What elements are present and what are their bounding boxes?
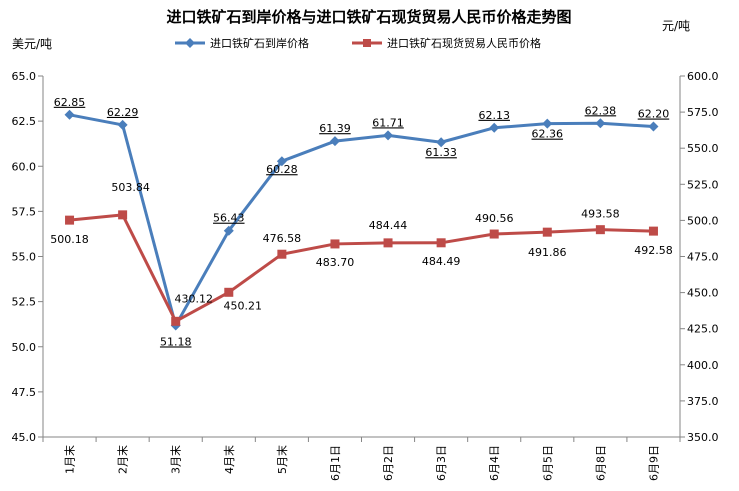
axes	[42, 76, 681, 438]
right-tick-label: 500.0	[687, 214, 719, 227]
right-axis-unit: 元/吨	[662, 19, 690, 33]
category-label: 6月1日	[329, 445, 342, 481]
series-line-0	[69, 113, 654, 327]
data-label: 483.70	[316, 256, 355, 269]
left-tick-label: 60.0	[12, 160, 37, 173]
left-tick-label: 65.0	[12, 70, 37, 83]
right-axis-ticks: 350.0 375.0 400.0 425.0 450.0 475.0 500.0 525.0…	[680, 70, 719, 444]
category-label: 6月9日	[647, 445, 660, 481]
data-label: 493.58	[581, 208, 620, 221]
data-label: 61.39	[319, 122, 351, 135]
data-label: 56.43	[213, 212, 245, 225]
legend-label-rmb: 进口铁矿石现货贸易人民币价格	[387, 36, 541, 50]
data-label: 450.21	[224, 299, 263, 312]
category-label: 3月末	[169, 445, 183, 474]
data-label: 61.71	[372, 116, 404, 129]
category-label: 1月末	[63, 445, 77, 474]
right-tick-label: 375.0	[687, 395, 719, 408]
data-label: 62.29	[107, 106, 139, 119]
data-label: 490.56	[475, 212, 514, 225]
right-tick-label: 525.0	[687, 178, 719, 191]
legend-label-cif: 进口铁矿石到岸价格	[210, 36, 309, 50]
left-axis-ticks: 45.0 47.5 50.0 52.5 55.0 57.5 60.0 62.5 65.0	[12, 70, 43, 444]
legend-marker-cif	[185, 38, 195, 48]
data-label: 500.18	[50, 233, 89, 246]
data-label: 503.84	[111, 181, 150, 194]
right-tick-label: 450.0	[687, 287, 719, 300]
data-label: 484.44	[369, 219, 408, 232]
right-tick-label: 350.0	[687, 431, 719, 444]
series-markers	[64, 109, 659, 331]
category-label: 4月末	[222, 445, 236, 474]
data-point-marker	[383, 238, 393, 248]
right-tick-label: 550.0	[687, 142, 719, 155]
data-label: 484.49	[422, 255, 461, 268]
data-label: 62.20	[638, 108, 670, 121]
data-point-marker	[277, 249, 287, 259]
data-point-marker	[65, 215, 75, 225]
right-tick-label: 400.0	[687, 359, 719, 372]
left-axis-unit: 美元/吨	[12, 37, 52, 51]
data-point-marker	[436, 137, 447, 148]
data-label: 61.33	[425, 146, 457, 159]
data-label: 62.38	[585, 104, 617, 117]
chart-title: 进口铁矿石到岸价格与进口铁矿石现货贸易人民币价格走势图	[166, 8, 571, 26]
data-label: 62.13	[478, 109, 510, 122]
right-tick-label: 575.0	[687, 106, 719, 119]
left-tick-label: 57.5	[12, 205, 37, 218]
data-point-marker	[64, 109, 75, 120]
data-label: 51.18	[160, 335, 192, 348]
category-label: 6月8日	[594, 445, 607, 481]
left-tick-label: 55.0	[12, 251, 37, 264]
data-point-marker	[171, 316, 181, 326]
data-label: 62.36	[532, 128, 564, 141]
data-point-marker	[329, 136, 340, 147]
data-point-marker	[436, 238, 446, 248]
data-point-marker	[224, 287, 234, 297]
right-tick-label: 475.0	[687, 251, 719, 264]
data-point-marker	[595, 118, 606, 129]
left-tick-label: 52.5	[12, 296, 37, 309]
data-point-marker	[383, 130, 394, 141]
category-label: 2月末	[116, 445, 130, 474]
data-point-marker	[648, 121, 659, 132]
category-label: 6月4日	[488, 445, 501, 481]
category-label: 6月3日	[435, 445, 448, 481]
category-label: 6月5日	[541, 445, 554, 481]
data-point-marker	[223, 225, 234, 236]
category-axis-labels: 1月末 2月末 3月末 4月末 5月末 6月1日 6月2日 6月3日 6月4日 6月5日 6月8日 6…	[42, 437, 681, 481]
data-label: 62.85	[54, 96, 86, 109]
data-point-marker	[117, 119, 128, 130]
left-tick-label: 50.0	[12, 341, 37, 354]
data-point-marker	[276, 156, 287, 167]
right-tick-label: 425.0	[687, 323, 719, 336]
data-label: 492.58	[634, 244, 673, 257]
data-point-marker	[330, 239, 340, 249]
category-label: 6月2日	[382, 445, 395, 481]
data-point-marker	[648, 226, 658, 236]
left-tick-label: 45.0	[12, 431, 37, 444]
data-labels: 62.85 62.29 51.18 56.43 60.28 61.39 61.71 61.33…	[50, 96, 672, 349]
data-label: 491.86	[528, 246, 567, 259]
data-point-marker	[542, 227, 552, 237]
data-point-marker	[542, 118, 553, 129]
left-tick-label: 47.5	[12, 386, 37, 399]
right-tick-label: 600.0	[687, 70, 719, 83]
legend: 进口铁矿石到岸价格 进口铁矿石现货贸易人民币价格	[175, 36, 541, 50]
data-point-marker	[118, 210, 128, 220]
series-lines	[69, 113, 654, 327]
data-point-marker	[489, 229, 499, 239]
data-label: 60.28	[266, 163, 298, 176]
data-point-marker	[595, 225, 605, 235]
series-line-1	[69, 213, 654, 323]
left-tick-label: 62.5	[12, 115, 37, 128]
category-label: 5月末	[275, 445, 289, 474]
data-label: 476.58	[263, 232, 302, 245]
data-label: 430.12	[174, 292, 213, 305]
legend-marker-rmb	[363, 39, 371, 47]
data-point-marker	[489, 122, 500, 133]
